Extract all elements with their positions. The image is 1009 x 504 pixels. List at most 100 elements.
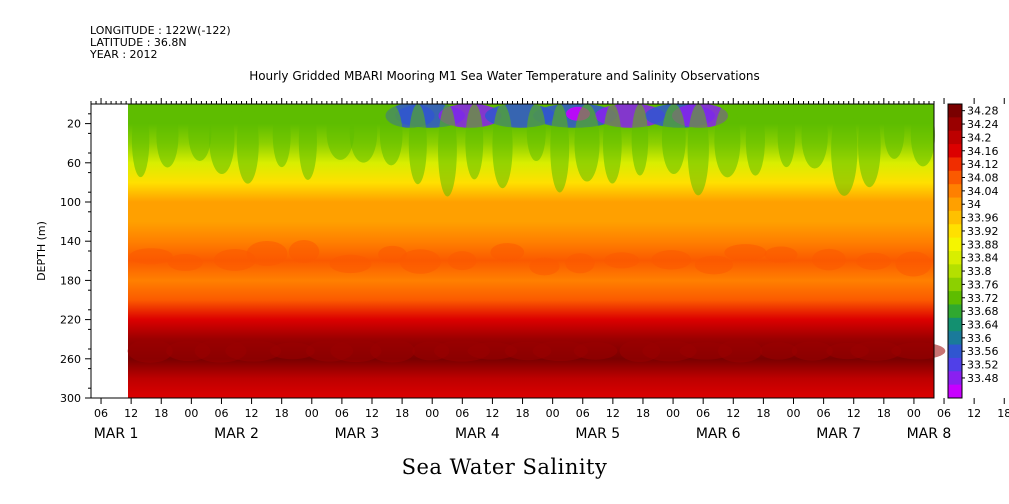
high-salinity-patch (565, 253, 595, 274)
x-tick-label: 12 (606, 407, 620, 420)
colorbar-label: 34 (967, 198, 981, 211)
plume (550, 103, 570, 193)
x-tick-label: 12 (847, 407, 861, 420)
colorbar-swatch (948, 331, 962, 346)
salinity-core (642, 340, 697, 362)
colorbar-label: 34.04 (967, 185, 999, 198)
salinity-core (679, 342, 733, 360)
colorbar-label: 34.28 (967, 105, 999, 118)
x-tick-label: 06 (94, 407, 108, 420)
y-axis-label: DEPTH (m) (35, 221, 48, 281)
salinity-core (270, 342, 315, 360)
variable-title: Sea Water Salinity (401, 455, 608, 479)
high-salinity-patch (213, 249, 256, 271)
colorbar-swatch (948, 357, 962, 372)
x-tick-label: 12 (726, 407, 740, 420)
colorbar-label: 33.56 (967, 345, 999, 358)
plume (209, 104, 235, 175)
high-salinity-patch (764, 246, 798, 263)
x-tick-label: 18 (636, 407, 650, 420)
x-day-label: MAR 8 (907, 426, 952, 442)
salinity-core (127, 339, 173, 363)
x-tick-label: 12 (485, 407, 499, 420)
x-day-label: MAR 5 (575, 426, 620, 442)
plume (349, 104, 378, 163)
x-day-label: MAR 1 (94, 426, 139, 442)
colorbar-label: 33.68 (967, 305, 999, 318)
colorbar-swatch (948, 104, 962, 118)
plume (408, 104, 427, 185)
x-tick-label: 00 (546, 407, 560, 420)
colorbar-swatch (948, 317, 962, 332)
x-tick-label: 06 (937, 407, 951, 420)
colorbar-label: 33.48 (967, 372, 999, 385)
x-day-label: MAR 2 (214, 426, 259, 442)
colorbar-swatch (948, 277, 962, 292)
year-label: YEAR : 2012 (90, 48, 158, 61)
high-salinity-patch (167, 254, 203, 271)
salinity-core (891, 342, 946, 360)
plume (526, 104, 546, 162)
colorbar-swatch (948, 170, 962, 185)
x-day-label: MAR 4 (455, 426, 500, 442)
y-tick-label: 140 (60, 235, 81, 248)
x-tick-label: 00 (787, 407, 801, 420)
high-salinity-patch (378, 245, 407, 263)
high-salinity-patch (129, 248, 173, 265)
high-salinity-patch (490, 243, 525, 262)
plume (687, 104, 709, 196)
no-data-region (91, 104, 128, 398)
colorbar-swatch (948, 130, 962, 145)
x-tick-label: 18 (516, 407, 530, 420)
plume (603, 103, 622, 184)
x-tick-label: 12 (124, 407, 138, 420)
colorbar-swatch (948, 197, 962, 212)
salinity-core (573, 342, 618, 360)
colorbar-swatch (948, 157, 962, 172)
salinity-core (759, 342, 798, 360)
y-tick-label: 220 (60, 314, 81, 327)
colorbar-label: 33.96 (967, 212, 999, 225)
colorbar-swatch (948, 184, 962, 199)
x-tick-label: 00 (305, 407, 319, 420)
high-salinity-patch (447, 251, 477, 271)
x-tick-label: 06 (696, 407, 710, 420)
colorbar-label: 33.72 (967, 292, 999, 305)
x-tick-label: 06 (214, 407, 228, 420)
y-axis: 20 60 100 140 180 220 260 300 (60, 113, 91, 405)
colorbar-swatch (948, 210, 962, 225)
x-tick-label: 06 (335, 407, 349, 420)
x-tick-label: 12 (365, 407, 379, 420)
y-tick-label: 260 (60, 353, 81, 366)
x-tick-label: 06 (455, 407, 469, 420)
x-tick-label: 18 (154, 407, 168, 420)
colorbar-swatch (948, 371, 962, 386)
longitude-label: LONGITUDE : 122W(-122) (90, 24, 231, 37)
colorbar-swatch (948, 144, 962, 158)
plume (492, 104, 513, 189)
plume (910, 104, 936, 167)
high-salinity-patch (246, 240, 288, 266)
plot-title: Hourly Gridded MBARI Mooring M1 Sea Wate… (249, 69, 760, 83)
high-salinity-patch (651, 250, 692, 270)
plume (661, 104, 686, 175)
colorbar-label: 33.52 (967, 359, 999, 372)
x-tick-label: 18 (395, 407, 409, 420)
plume (858, 104, 881, 188)
plume (188, 103, 212, 161)
colorbar-label: 34.16 (967, 145, 999, 158)
plume (777, 104, 796, 168)
colorbar-label: 33.92 (967, 225, 999, 238)
high-salinity-patch (694, 255, 734, 275)
x-tick-label: 00 (184, 407, 198, 420)
x-axis: 06 12 18 00 06 12 18 00 06 12 18 00 06 12 18 00 06 12 18 00… (90, 98, 1009, 442)
plume (884, 104, 905, 159)
salinity-core (850, 341, 902, 361)
salinity-core (370, 339, 415, 363)
y-tick-label: 20 (67, 118, 81, 131)
colorbar-label: 33.84 (967, 252, 999, 265)
plume (326, 104, 355, 160)
x-tick-label: 06 (817, 407, 831, 420)
x-tick-label: 00 (425, 407, 439, 420)
plume (465, 104, 484, 180)
